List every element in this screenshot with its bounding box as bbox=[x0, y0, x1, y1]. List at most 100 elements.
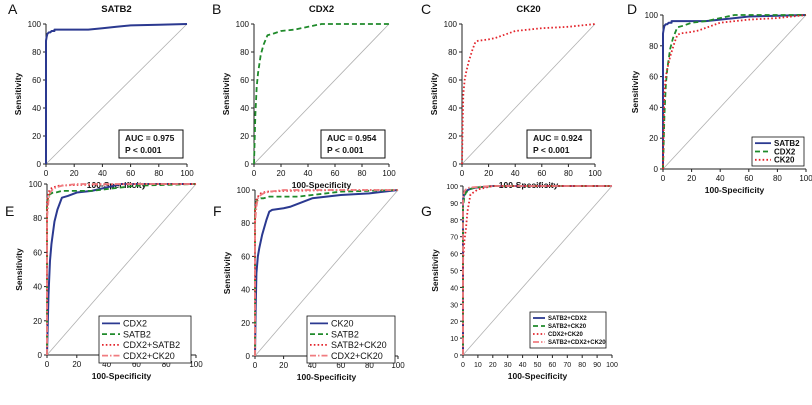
diagonal-reference-line bbox=[254, 189, 399, 357]
x-tick-label: 0 bbox=[45, 360, 50, 369]
y-tick-label: 60 bbox=[649, 73, 658, 82]
panel-letter: C bbox=[421, 1, 431, 17]
roc-curve-series-0 bbox=[253, 23, 389, 165]
x-tick-label: 0 bbox=[252, 169, 257, 178]
y-tick-label: 50 bbox=[450, 269, 458, 276]
x-tick-label: 40 bbox=[519, 362, 527, 369]
y-tick-label: 0 bbox=[246, 352, 251, 361]
x-tick-label: 0 bbox=[461, 362, 465, 369]
y-tick-label: 0 bbox=[245, 160, 250, 169]
diagonal-reference-line bbox=[46, 183, 197, 356]
diagonal-reference-line bbox=[662, 14, 807, 170]
panel-letter: B bbox=[212, 1, 221, 17]
chart-title: SATB2 bbox=[101, 4, 131, 15]
y-tick-label: 90 bbox=[450, 201, 458, 208]
y-tick-label: 80 bbox=[448, 48, 457, 57]
roc-curve-cdx2-ck20 bbox=[254, 189, 398, 356]
y-tick-label: 20 bbox=[450, 319, 458, 326]
x-tick-label: 40 bbox=[716, 174, 725, 183]
y-tick-label: 80 bbox=[649, 42, 658, 51]
y-tick-label: 100 bbox=[236, 20, 250, 29]
x-axis-label: 100-Specificity bbox=[705, 185, 765, 195]
y-tick-label: 30 bbox=[450, 302, 458, 309]
y-tick-label: 40 bbox=[241, 286, 250, 295]
y-tick-label: 0 bbox=[654, 165, 659, 174]
y-tick-label: 20 bbox=[448, 132, 457, 141]
legend-label: SATB2+CK20 bbox=[331, 340, 387, 350]
auc-annotation-text: P < 0.001 bbox=[533, 145, 570, 155]
x-tick-label: 70 bbox=[563, 362, 571, 369]
x-tick-label: 80 bbox=[578, 362, 586, 369]
legend-label: CDX2+CK20 bbox=[331, 351, 383, 361]
y-tick-label: 100 bbox=[446, 184, 458, 191]
y-tick-label: 10 bbox=[450, 336, 458, 343]
panel-letter: E bbox=[5, 203, 14, 219]
x-tick-label: 60 bbox=[537, 169, 546, 178]
auc-annotation-text: AUC = 0.975 bbox=[125, 133, 175, 143]
auc-annotation-box bbox=[118, 129, 184, 159]
legend-label: CK20 bbox=[331, 319, 354, 329]
y-axis-label: Sensitivity bbox=[630, 70, 640, 113]
y-tick-label: 80 bbox=[450, 218, 458, 225]
x-tick-label: 40 bbox=[308, 361, 317, 370]
x-tick-label: 20 bbox=[277, 169, 286, 178]
roc-curve-series-0 bbox=[461, 23, 596, 165]
y-tick-label: 40 bbox=[33, 283, 42, 292]
roc-curve-ck20 bbox=[254, 189, 399, 357]
legend-label: SATB2+CDX2 bbox=[548, 316, 587, 322]
y-tick-label: 100 bbox=[29, 180, 43, 189]
y-tick-label: 100 bbox=[237, 186, 251, 195]
y-tick-label: 0 bbox=[38, 351, 43, 360]
x-tick-label: 0 bbox=[44, 169, 49, 178]
legend-label: SATB2 bbox=[331, 329, 359, 339]
y-tick-label: 80 bbox=[240, 48, 249, 57]
x-tick-label: 0 bbox=[253, 361, 258, 370]
x-tick-label: 80 bbox=[154, 169, 163, 178]
x-tick-label: 10 bbox=[474, 362, 482, 369]
auc-annotation-text: AUC = 0.924 bbox=[533, 133, 583, 143]
panel-letter: D bbox=[627, 1, 637, 17]
y-tick-label: 0 bbox=[453, 160, 458, 169]
x-tick-label: 40 bbox=[511, 169, 520, 178]
legend-label: CDX2+CK20 bbox=[548, 332, 584, 338]
panel-letter: A bbox=[8, 1, 18, 17]
x-tick-label: 40 bbox=[102, 360, 111, 369]
y-axis-label: Sensitivity bbox=[14, 248, 24, 291]
auc-annotation-text: AUC = 0.954 bbox=[327, 133, 377, 143]
y-tick-label: 60 bbox=[448, 76, 457, 85]
legend-label: CDX2+SATB2 bbox=[123, 340, 180, 350]
roc-curve-series-0 bbox=[45, 23, 188, 164]
x-tick-label: 60 bbox=[549, 362, 557, 369]
y-axis-label: Sensitivity bbox=[429, 72, 439, 115]
legend-label: CDX2 bbox=[774, 147, 796, 156]
x-tick-label: 20 bbox=[489, 362, 497, 369]
x-tick-label: 20 bbox=[72, 360, 81, 369]
x-tick-label: 60 bbox=[132, 360, 141, 369]
y-tick-label: 0 bbox=[454, 353, 458, 360]
x-tick-label: 100 bbox=[606, 362, 618, 369]
y-tick-label: 80 bbox=[32, 48, 41, 57]
legend-label: SATB2+CDX2+CK20 bbox=[548, 340, 606, 346]
legend-label: CDX2 bbox=[123, 319, 147, 329]
x-axis-label: 100-Specificity bbox=[297, 372, 357, 382]
y-tick-label: 40 bbox=[448, 104, 457, 113]
x-tick-label: 50 bbox=[534, 362, 542, 369]
x-tick-label: 80 bbox=[564, 169, 573, 178]
legend-label: SATB2 bbox=[774, 139, 800, 148]
x-tick-label: 40 bbox=[304, 169, 313, 178]
diagonal-reference-line bbox=[253, 23, 390, 165]
auc-annotation-box bbox=[526, 129, 592, 159]
y-tick-label: 40 bbox=[240, 104, 249, 113]
y-tick-label: 60 bbox=[32, 76, 41, 85]
x-tick-label: 90 bbox=[593, 362, 601, 369]
panel-b: B CDX2 0 20 40 60 80 100 0 20 40 60 80 100 100-Specifi… bbox=[212, 1, 396, 190]
x-tick-label: 0 bbox=[460, 169, 465, 178]
auc-annotation-box bbox=[320, 129, 386, 159]
x-tick-label: 80 bbox=[365, 361, 374, 370]
diagonal-reference-line bbox=[462, 185, 613, 356]
x-tick-label: 100 bbox=[180, 169, 194, 178]
x-axis-label: 100-Specificity bbox=[508, 371, 568, 381]
diagonal-reference-line bbox=[461, 23, 596, 165]
x-tick-label: 100 bbox=[799, 174, 812, 183]
chart-title: CK20 bbox=[516, 4, 540, 15]
